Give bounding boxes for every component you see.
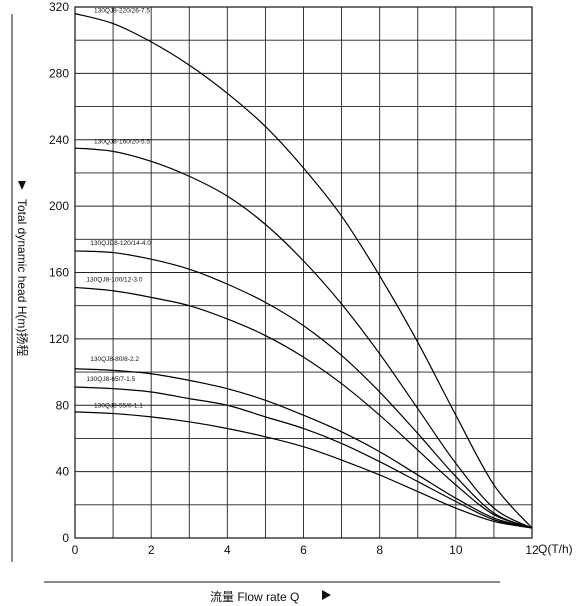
y-tick-label: 320 bbox=[49, 0, 69, 14]
series-curve-1 bbox=[74, 13, 533, 529]
series-curve-5 bbox=[74, 368, 533, 529]
y-tick-label: 280 bbox=[49, 66, 69, 80]
series-curve-3 bbox=[74, 250, 533, 529]
series-curve-6 bbox=[74, 386, 533, 529]
y-tick-label: 200 bbox=[49, 199, 69, 213]
x-axis-ticks: 0 2 4 6 8 10 12 bbox=[72, 543, 539, 557]
x-tick-label: 0 bbox=[72, 543, 79, 557]
series-curves bbox=[74, 13, 533, 529]
y-tick-label: 120 bbox=[49, 332, 69, 346]
y-axis-title-group: Total dynamic head H(m)扬程 bbox=[15, 181, 30, 356]
curve-labels: 130QJ8-220/26-7.5 130QJ8-160/20-5.5 130QJD… bbox=[86, 8, 151, 410]
x-tick-label: 8 bbox=[376, 543, 383, 557]
plot-frame bbox=[74, 6, 533, 539]
arrow-up-icon bbox=[18, 181, 26, 190]
y-tick-label: 160 bbox=[49, 266, 69, 280]
series-curve-2 bbox=[74, 147, 533, 529]
x-tick-label: 6 bbox=[300, 543, 307, 557]
y-tick-label: 240 bbox=[49, 133, 69, 147]
x-tick-label: 4 bbox=[224, 543, 231, 557]
x-axis-title: 流量 Flow rate Q bbox=[210, 590, 299, 604]
curve-label: 130QJ8-100/12-3.0 bbox=[86, 276, 142, 283]
x-tick-label: 10 bbox=[449, 543, 463, 557]
curve-label: 130QJ8-55/6-1.1 bbox=[94, 403, 143, 410]
curve-label: 130QJ8-80/8-2.2 bbox=[90, 356, 139, 363]
x-tick-label: 2 bbox=[148, 543, 155, 557]
curve-label: 130QJ8-65/7-1.5 bbox=[86, 376, 135, 383]
grid bbox=[74, 6, 533, 539]
y-tick-label: 0 bbox=[62, 531, 69, 545]
series-curve-4 bbox=[74, 286, 533, 529]
y-tick-label: 80 bbox=[56, 398, 70, 412]
series-curve-7 bbox=[74, 411, 533, 529]
curve-label: 130QJ8-220/26-7.5 bbox=[94, 8, 150, 15]
arrow-right-icon bbox=[322, 590, 331, 600]
y-axis-ticks: 0 40 80 120 160 200 240 280 320 bbox=[49, 0, 69, 545]
y-tick-label: 40 bbox=[56, 465, 70, 479]
x-axis-unit: Q(T/h) bbox=[538, 542, 573, 556]
curve-label: 130QJ8-160/20-5.5 bbox=[94, 139, 150, 146]
x-tick-label: 12 bbox=[525, 543, 539, 557]
y-axis-title: Total dynamic head H(m)扬程 bbox=[15, 199, 30, 356]
curve-label: 130QJD8-120/14-4.0 bbox=[90, 240, 151, 247]
